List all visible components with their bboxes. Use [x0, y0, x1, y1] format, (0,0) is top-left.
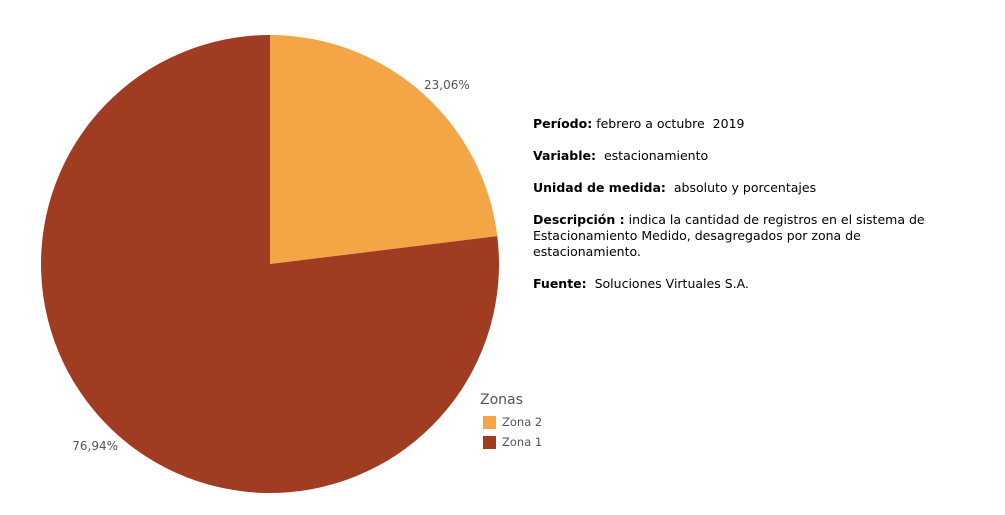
info-variable-label: Variable:: [533, 148, 597, 163]
legend: Zonas Zona 2 Zona 1: [480, 392, 542, 452]
info-descripcion: Descripción : indica la cantidad de regi…: [533, 212, 953, 260]
info-periodo-label: Período:: [533, 116, 593, 131]
legend-label-zona-1: Zona 1: [502, 435, 543, 449]
pie-slice-zona-2[interactable]: [270, 35, 498, 264]
legend-item-zona-2[interactable]: Zona 2: [480, 412, 542, 432]
legend-swatch-zona-1: [483, 435, 496, 449]
info-fuente-label: Fuente:: [533, 276, 587, 291]
info-variable-value: estacionamiento: [596, 148, 709, 163]
info-variable: Variable: estacionamiento: [533, 148, 953, 164]
slice-label-zona-1: 76,94%: [72, 439, 118, 453]
info-descripcion-value: indica la cantidad de registros en el si…: [533, 212, 925, 259]
info-descripcion-label: Descripción :: [533, 212, 625, 227]
legend-swatch-zona-2: [483, 415, 496, 429]
info-periodo: Período: febrero a octubre 2019: [533, 116, 953, 132]
info-unidad-value: absoluto y porcentajes: [665, 180, 817, 195]
legend-title: Zonas: [480, 392, 523, 408]
legend-item-zona-1[interactable]: Zona 1: [480, 432, 542, 452]
info-periodo-value: febrero a octubre 2019: [592, 116, 745, 131]
pie-slice-zona-1[interactable]: [41, 35, 500, 493]
legend-label-zona-2: Zona 2: [502, 415, 543, 429]
slice-label-zona-2: 23,06%: [424, 78, 470, 92]
info-unidad: Unidad de medida: absoluto y porcentajes: [533, 180, 953, 196]
info-fuente: Fuente: Soluciones Virtuales S.A.: [533, 276, 953, 292]
info-unidad-label: Unidad de medida:: [533, 180, 666, 195]
info-fuente-value: Soluciones Virtuales S.A.: [586, 276, 749, 291]
info-panel: Período: febrero a octubre 2019 Variable…: [533, 116, 953, 308]
